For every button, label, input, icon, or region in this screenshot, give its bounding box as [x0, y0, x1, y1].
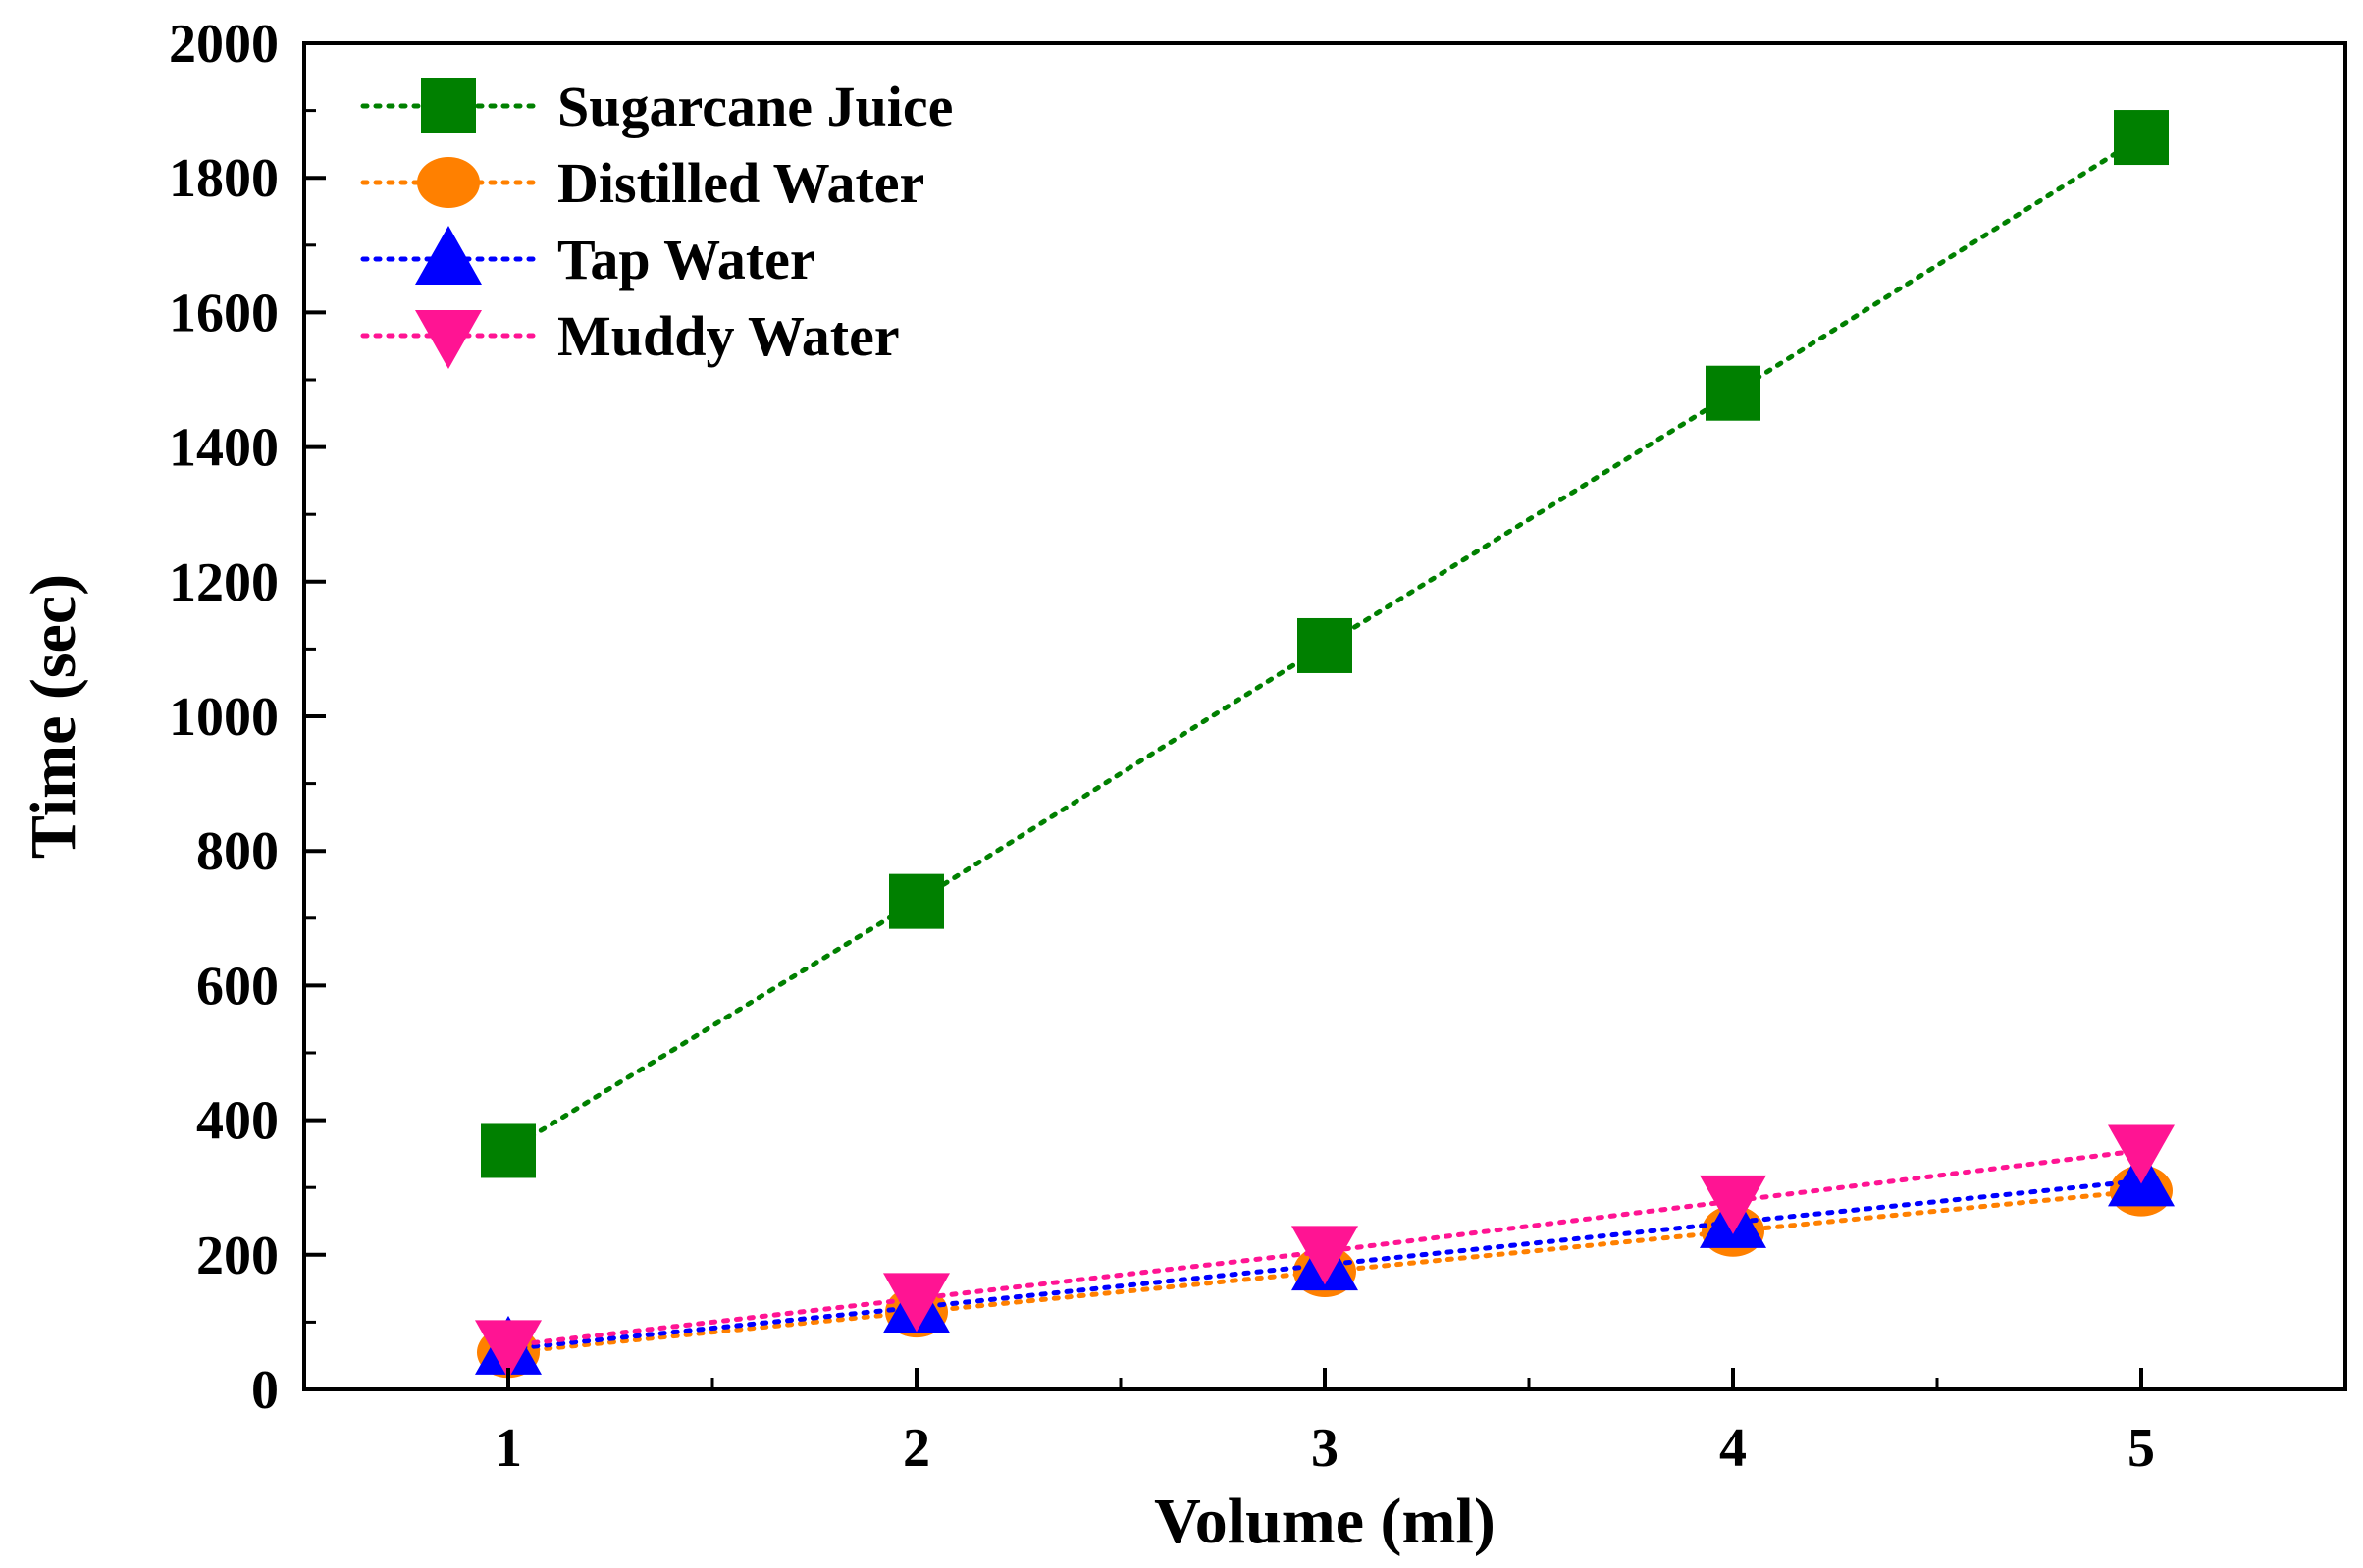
y-tick-label: 2000 [169, 14, 279, 75]
legend-marker-tap-water [415, 226, 482, 285]
y-tick-label: 1200 [169, 552, 279, 613]
legend-item-tap-water: Tap Water [360, 226, 815, 291]
y-tick-label: 1800 [169, 148, 279, 209]
legend-marker-muddy-water [415, 310, 482, 369]
axis-ticks: 0 200 400 600 800 1000 1200 1400 1600 1800 2000 1 2 3… [169, 14, 2155, 1479]
legend-item-sugarcane-juice: Sugarcane Juice [360, 75, 953, 138]
x-tick-label: 5 [2127, 1418, 2155, 1479]
legend-item-distilled-water: Distilled Water [360, 151, 924, 215]
legend-label-sugarcane-juice: Sugarcane Juice [557, 75, 953, 138]
y-tick-label: 0 [251, 1360, 279, 1421]
x-tick-label: 1 [495, 1418, 522, 1479]
x-tick-label: 2 [903, 1418, 930, 1479]
y-tick-label: 1400 [169, 418, 279, 479]
series-layer [475, 110, 2175, 1380]
legend-marker-sugarcane-juice [421, 78, 476, 133]
legend-marker-distilled-water [417, 157, 480, 208]
data-point-muddy-water [2108, 1124, 2175, 1184]
legend-label-muddy-water: Muddy Water [557, 304, 900, 368]
series-sugarcane-juice [481, 110, 2169, 1178]
data-point-muddy-water [475, 1320, 542, 1380]
data-point-muddy-water [883, 1273, 950, 1333]
x-axis-title: Volume (ml) [1154, 1486, 1496, 1557]
data-point-muddy-water [1291, 1226, 1358, 1285]
data-point-sugarcane-juice [889, 873, 944, 929]
data-point-sugarcane-juice [1706, 365, 1760, 421]
y-tick-label: 400 [196, 1091, 279, 1152]
x-tick-label: 3 [1311, 1418, 1339, 1479]
data-point-sugarcane-juice [1297, 617, 1352, 673]
y-tick-label: 800 [196, 821, 279, 882]
y-axis-title: Time (sec) [18, 574, 89, 859]
legend-label-distilled-water: Distilled Water [557, 151, 924, 215]
data-point-muddy-water [1700, 1175, 1766, 1234]
y-tick-label: 600 [196, 956, 279, 1017]
legend-label-tap-water: Tap Water [557, 228, 815, 291]
legend: Sugarcane Juice Distilled Water Tap Water M… [360, 75, 953, 369]
data-point-sugarcane-juice [2114, 110, 2169, 166]
y-tick-label: 1000 [169, 687, 279, 748]
series-muddy-water [475, 1124, 2175, 1380]
y-tick-label: 200 [196, 1226, 279, 1286]
y-tick-label: 1600 [169, 283, 279, 343]
legend-item-muddy-water: Muddy Water [360, 304, 900, 369]
x-tick-label: 4 [1719, 1418, 1747, 1479]
data-point-sugarcane-juice [481, 1123, 536, 1178]
